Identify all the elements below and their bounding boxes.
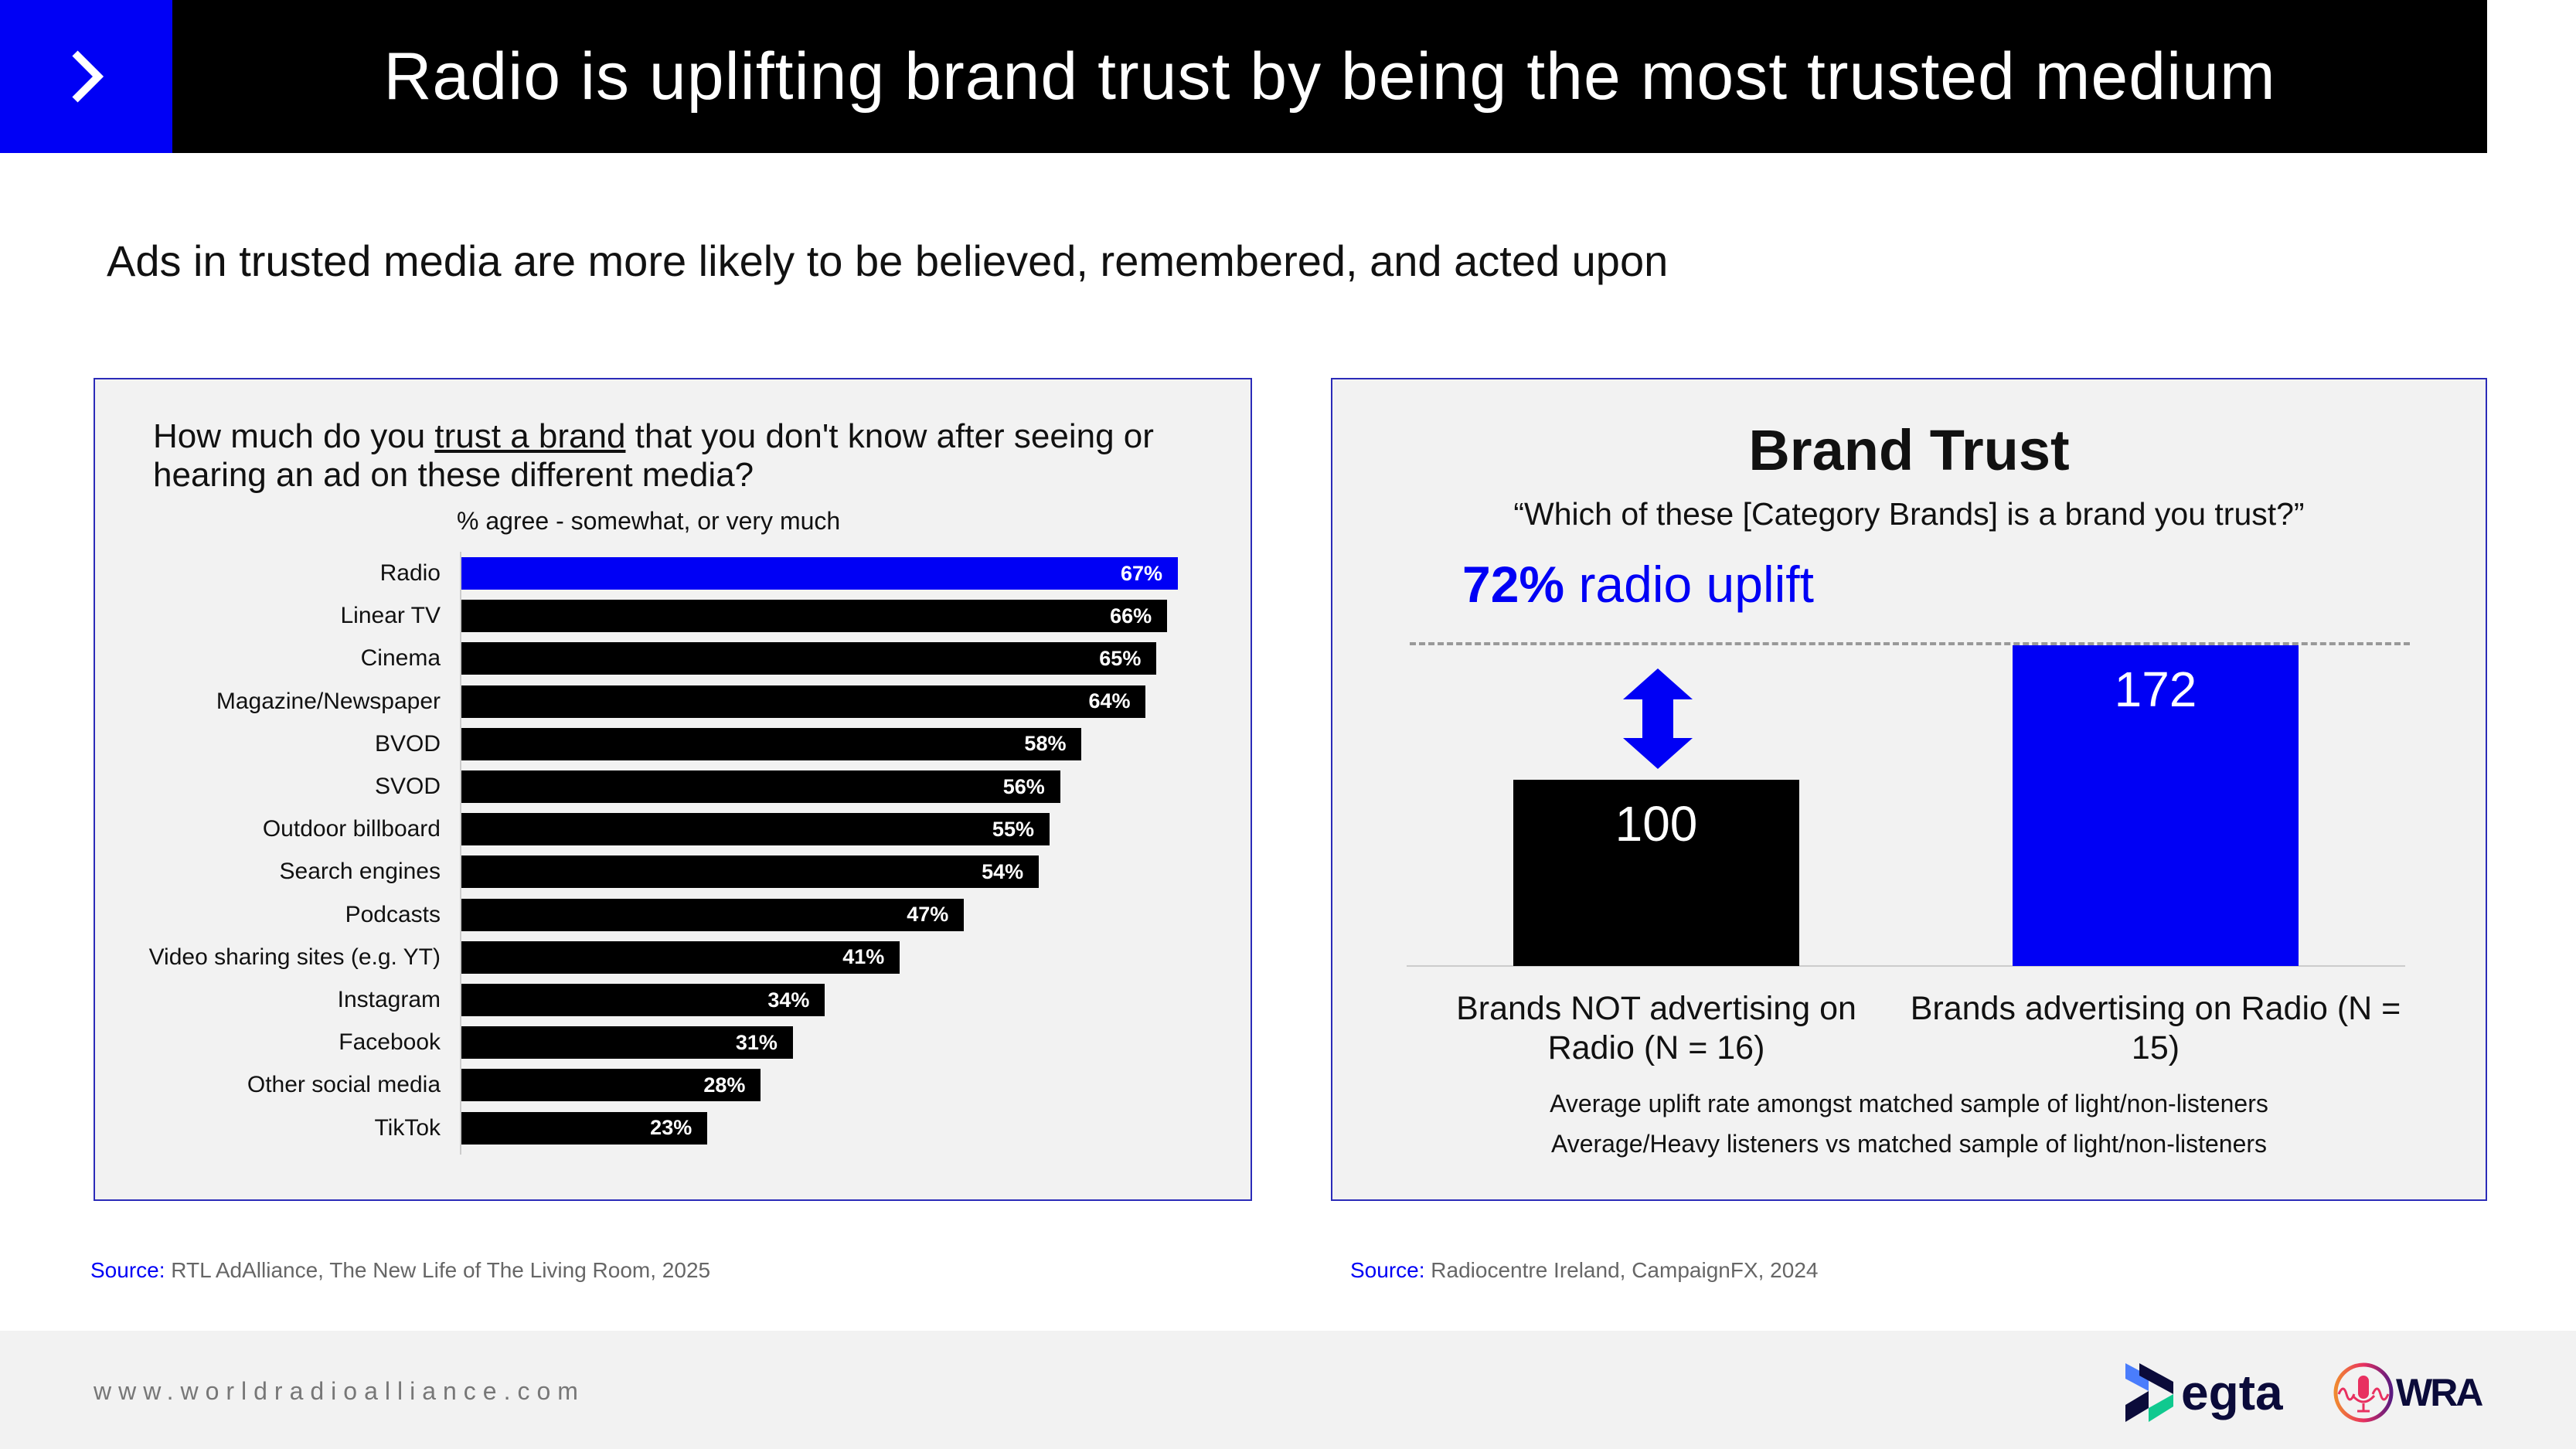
bar: 55% xyxy=(461,813,1050,846)
bar-value-label: 56% xyxy=(1002,774,1045,798)
chart-axis-line xyxy=(460,552,461,1155)
chart-question: How much do you trust a brand that you d… xyxy=(153,417,1158,495)
wra-logo: WRA xyxy=(2333,1362,2483,1423)
category-label: Magazine/Newspaper xyxy=(216,688,441,714)
bar-value-label: 34% xyxy=(767,988,810,1012)
brand-trust-title: Brand Trust xyxy=(1748,418,2070,482)
bar-value-label: 55% xyxy=(992,817,1034,841)
bar-value-label: 47% xyxy=(907,903,949,927)
source-text: RTL AdAlliance, The New Life of The Livi… xyxy=(171,1258,711,1282)
egta-logo-icon xyxy=(2125,1363,2173,1422)
bar: 56% xyxy=(461,770,1060,803)
next-button[interactable] xyxy=(0,0,172,153)
bar: 67% xyxy=(461,557,1178,590)
bar-value-label: 100 xyxy=(1615,795,1698,852)
microphone-icon xyxy=(2333,1362,2394,1423)
category-label: TikTok xyxy=(374,1114,441,1141)
survey-question: “Which of these [Category Brands] is a b… xyxy=(1513,496,2305,532)
category-label: Podcasts xyxy=(345,901,441,927)
source-left: Source: RTL AdAlliance, The New Life of … xyxy=(90,1258,710,1283)
category-label: Brands advertising on Radio (N = 15) xyxy=(1910,990,2401,1066)
uplift-percent: 72% xyxy=(1462,556,1565,613)
bar: 100 xyxy=(1513,779,1799,966)
source-label: Source: xyxy=(1350,1258,1425,1282)
category-label: Cinema xyxy=(360,645,441,672)
chart-axis-note: % agree - somewhat, or very much xyxy=(457,507,841,535)
chevron-right-icon xyxy=(71,50,104,103)
reference-dashed-line xyxy=(1410,642,2410,645)
uplift-text: radio uplift xyxy=(1564,556,1814,613)
category-label: Video sharing sites (e.g. YT) xyxy=(148,944,441,970)
bar: 31% xyxy=(461,1026,793,1060)
category-label: Outdoor billboard xyxy=(262,816,441,842)
footnote-1: Average uplift rate amongst matched samp… xyxy=(1550,1090,2268,1117)
bar-value-label: 67% xyxy=(1120,561,1162,585)
double-arrow-icon xyxy=(1623,668,1693,769)
bar-value-label: 28% xyxy=(703,1073,746,1097)
bar-value-label: 23% xyxy=(650,1116,692,1140)
bar-value-label: 65% xyxy=(1099,646,1142,670)
chart-baseline xyxy=(1407,965,2405,967)
page-subtitle: Ads in trusted media are more likely to … xyxy=(107,236,1669,285)
bar: 64% xyxy=(461,685,1146,718)
bar: 28% xyxy=(461,1069,761,1102)
bar-value-label: 41% xyxy=(842,945,885,969)
bar-value-label: 172 xyxy=(2114,662,2197,717)
bar: 23% xyxy=(461,1111,708,1145)
footnote-2: Average/Heavy listeners vs matched sampl… xyxy=(1550,1130,2268,1158)
bar-value-label: 58% xyxy=(1024,732,1067,756)
category-label: Search engines xyxy=(279,859,441,885)
question-underlined: trust a brand xyxy=(434,417,626,455)
category-label: SVOD xyxy=(374,774,441,799)
category-label: Linear TV xyxy=(340,603,441,629)
bar: 66% xyxy=(461,600,1168,633)
category-label: Other social media xyxy=(247,1072,441,1098)
category-label: Instagram xyxy=(337,987,441,1012)
bar-value-label: 64% xyxy=(1088,689,1131,713)
bar: 65% xyxy=(461,642,1157,675)
category-label: BVOD xyxy=(374,730,441,757)
bar: 34% xyxy=(461,984,825,1016)
bar-value-label: 31% xyxy=(735,1030,778,1054)
question-text-end: that you don't know after seeing or hear… xyxy=(153,417,1154,494)
bar: 54% xyxy=(461,855,1040,889)
bar: 47% xyxy=(461,898,965,931)
source-text: Radiocentre Ireland, CampaignFX, 2024 xyxy=(1431,1258,1819,1282)
egta-logo: egta xyxy=(2125,1363,2283,1422)
wra-logo-text: WRA xyxy=(2396,1371,2483,1414)
source-right: Source: Radiocentre Ireland, CampaignFX,… xyxy=(1350,1258,1818,1283)
page-title: Radio is uplifting brand trust by being … xyxy=(383,39,2276,114)
source-label: Source: xyxy=(90,1258,165,1282)
category-label: Radio xyxy=(379,560,441,586)
question-text: How much do you xyxy=(153,417,435,455)
category-label: Facebook xyxy=(339,1029,441,1056)
bar: 58% xyxy=(461,727,1082,760)
egta-logo-text: egta xyxy=(2181,1365,2283,1420)
bar-value-label: 66% xyxy=(1110,604,1152,628)
uplift-headline: 72% radio uplift xyxy=(1462,555,1814,614)
footer-url[interactable]: www.worldradioalliance.com xyxy=(94,1377,585,1405)
header-bar xyxy=(0,0,2487,153)
category-label: Brands NOT advertising on Radio (N = 16) xyxy=(1456,990,1856,1066)
bar-value-label: 54% xyxy=(982,859,1024,883)
bar: 41% xyxy=(461,940,900,974)
bar: 172 xyxy=(2013,645,2299,966)
